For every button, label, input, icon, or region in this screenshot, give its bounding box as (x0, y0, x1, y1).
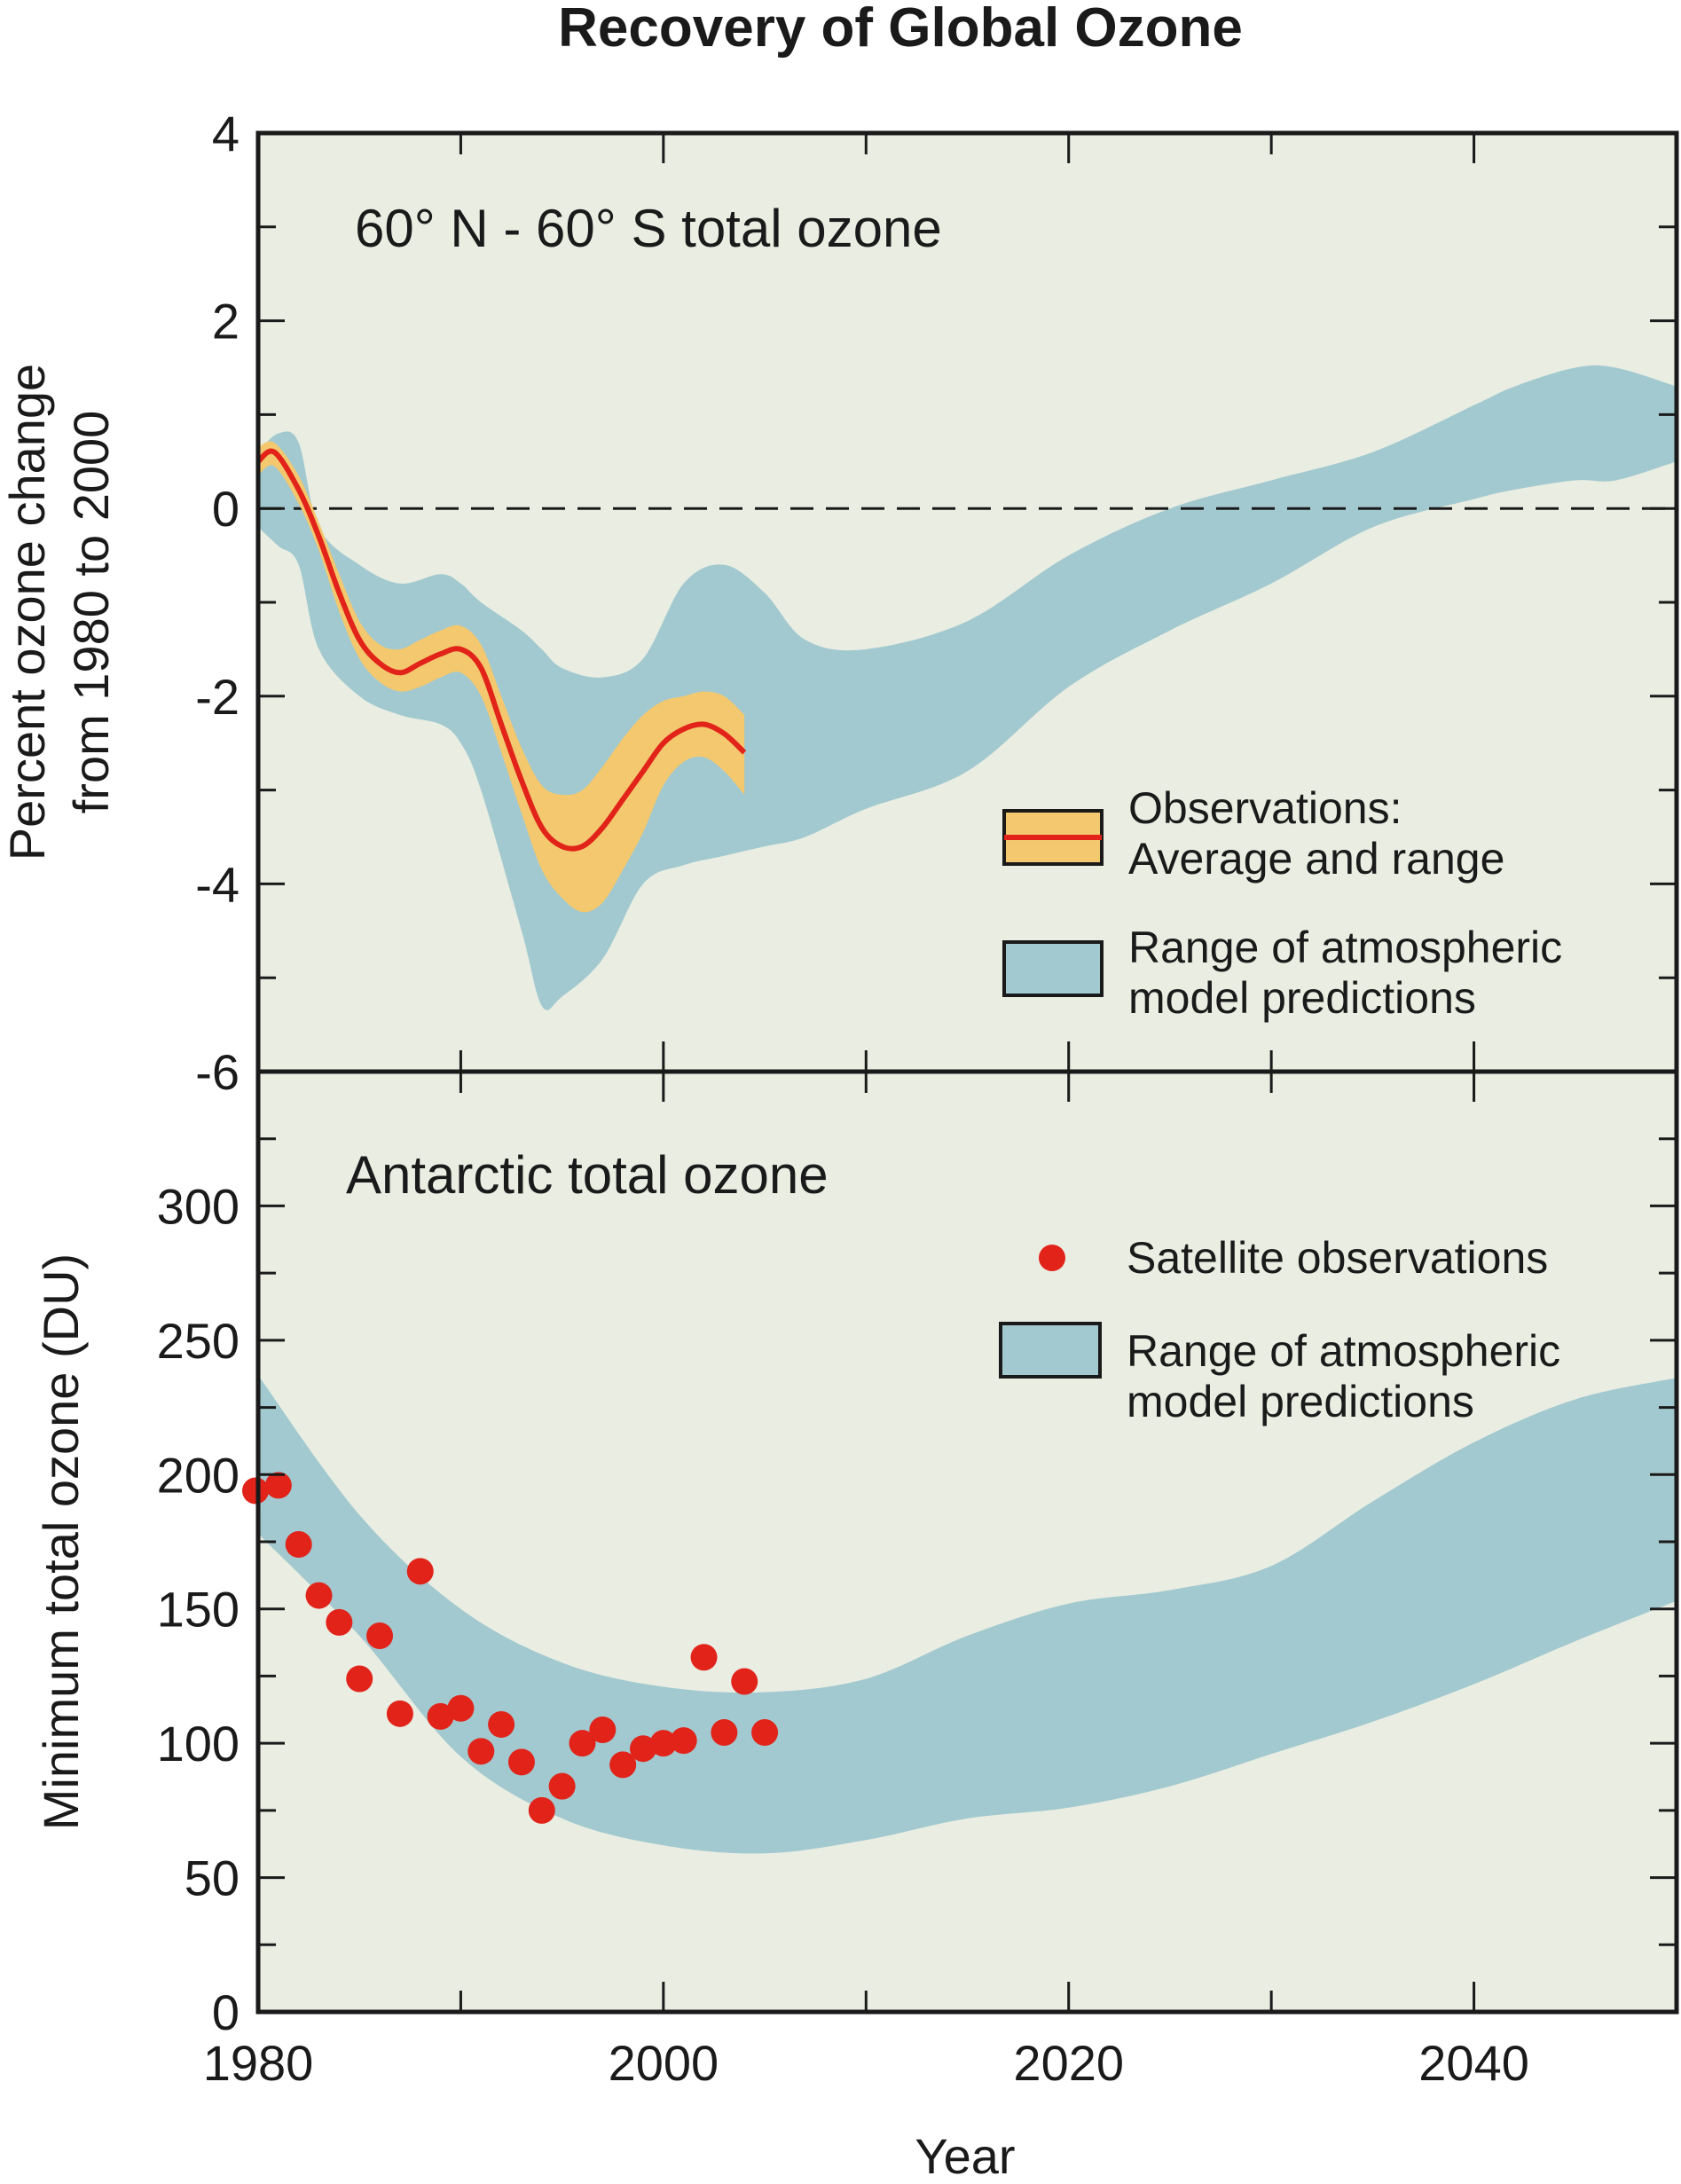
satellite-point (488, 1710, 515, 1738)
top-legend: Observations: Average and range Range of… (1002, 783, 1562, 1023)
x-tick-label: 2000 (609, 2035, 719, 2091)
top-y-tick-label: -4 (195, 856, 240, 912)
top-y-tick-label: 0 (212, 481, 240, 537)
top-panel-title: 60° N - 60° S total ozone (355, 199, 942, 258)
satellite-point (649, 1730, 677, 1757)
top-y-tick-label: -2 (195, 669, 240, 725)
x-tick-label: 1980 (203, 2035, 314, 2091)
satellite-point (670, 1727, 697, 1755)
bottom-y-tick-label: 250 (157, 1313, 240, 1369)
satellite-point (406, 1558, 434, 1585)
satellite-point (326, 1608, 353, 1636)
top-y-tick-label: 4 (212, 106, 240, 161)
satellite-point (731, 1668, 758, 1695)
satellite-point (467, 1738, 495, 1765)
top-y-axis-label-line2: from 1980 to 2000 (63, 411, 119, 814)
satellite-point (711, 1719, 738, 1747)
bottom-y-tick-label: 0 (212, 1984, 240, 2040)
figure-title: Recovery of Global Ozone (558, 0, 1243, 59)
x-tick-label: 2020 (1013, 2035, 1124, 2091)
legend-model-label-bottom: Range of atmospheric (1127, 1326, 1560, 1376)
top-y-axis-label: Percent ozone change (0, 364, 55, 860)
bottom-y-tick-label: 200 (157, 1447, 240, 1503)
observation-average-line (256, 448, 747, 852)
bottom-y-tick-label: 100 (157, 1716, 240, 1772)
legend-observations-swatch (1002, 809, 1104, 866)
satellite-point (346, 1665, 373, 1693)
top-panel-background (258, 133, 1677, 1072)
bottom-panel-title: Antarctic total ozone (346, 1145, 829, 1205)
satellite-point (366, 1622, 394, 1649)
bottom-y-tick-label: 300 (157, 1178, 240, 1234)
x-axis-label: Year (915, 2128, 1015, 2184)
legend-observations-label: Observations: (1128, 783, 1402, 833)
top-y-ticks: 4 2 0 -2 -4 -6 (195, 106, 1677, 1100)
legend-observations-label-line2: Average and range (1128, 834, 1504, 884)
satellite-point (569, 1730, 596, 1757)
legend-satellite-marker (1039, 1245, 1065, 1271)
satellite-point (548, 1772, 576, 1800)
bottom-y-tick-label: 150 (157, 1582, 240, 1638)
satellite-point (630, 1735, 657, 1763)
observation-range-band (258, 441, 745, 913)
satellite-point (285, 1531, 312, 1559)
observation-range-area (258, 441, 745, 913)
satellite-point (589, 1717, 617, 1743)
top-y-tick-label: -6 (195, 1044, 240, 1100)
bottom-y-axis-label: Minimum total ozone (DU) (33, 1253, 89, 1830)
x-tick-label: 2040 (1418, 2035, 1529, 2091)
legend-model-label-bottom-line2: model predictions (1127, 1377, 1474, 1426)
top-panel: 60° N - 60° S total ozone Observations: … (0, 106, 1677, 1100)
legend-model-swatch (1002, 940, 1104, 997)
satellite-point (427, 1702, 454, 1730)
plot-frame (255, 130, 1679, 2015)
satellite-point (507, 1748, 535, 1776)
legend-model-label: Range of atmospheric (1128, 923, 1562, 972)
bottom-y-tick-label: 50 (185, 1850, 240, 1906)
bottom-legend: Satellite observations Range of atmosphe… (999, 1233, 1560, 1426)
satellite-observation-points (242, 1472, 779, 1824)
satellite-point (528, 1796, 555, 1824)
satellite-point (264, 1472, 292, 1499)
legend-satellite-label: Satellite observations (1127, 1233, 1548, 1283)
legend-model-label-line2: model predictions (1128, 973, 1476, 1023)
satellite-point (690, 1644, 718, 1671)
satellite-point (447, 1694, 475, 1722)
observation-average-path (256, 448, 747, 852)
satellite-point (242, 1477, 269, 1504)
top-y-tick-label: 2 (212, 294, 240, 350)
satellite-point (305, 1582, 333, 1609)
satellite-point (609, 1751, 637, 1779)
bottom-panel: Antarctic total ozone Satellite observat… (33, 133, 1677, 2091)
satellite-point (386, 1700, 413, 1727)
legend-model-swatch-bottom (999, 1322, 1102, 1379)
satellite-point (751, 1719, 779, 1747)
